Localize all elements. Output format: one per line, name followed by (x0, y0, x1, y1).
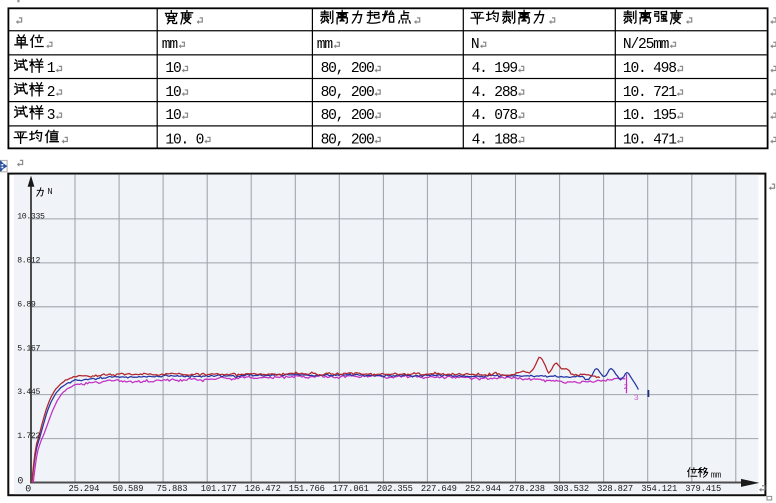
svg-text:151.766: 151.766 (289, 484, 325, 494)
svg-text:354.121: 354.121 (641, 484, 677, 494)
svg-text:4. 288: 4. 288 (472, 85, 518, 101)
svg-text:mm: mm (317, 37, 334, 53)
svg-text:N/25mm: N/25mm (623, 37, 670, 53)
svg-text:75.883: 75.883 (157, 484, 188, 494)
svg-text:25.294: 25.294 (69, 484, 100, 494)
svg-text:177.061: 177.061 (333, 484, 369, 494)
svg-text:227.649: 227.649 (421, 484, 457, 494)
svg-text:10. 721: 10. 721 (623, 85, 677, 101)
svg-text:4. 188: 4. 188 (472, 132, 518, 148)
svg-text:3.445: 3.445 (17, 388, 40, 397)
svg-text:N: N (471, 37, 479, 53)
svg-text:6.89: 6.89 (17, 300, 36, 309)
svg-text:1: 1 (47, 61, 56, 77)
svg-text:3: 3 (47, 108, 55, 124)
svg-text:278.238: 278.238 (509, 484, 545, 494)
svg-text:1.722: 1.722 (17, 432, 40, 441)
svg-text:303.532: 303.532 (553, 484, 589, 494)
svg-text:10: 10 (165, 61, 181, 77)
svg-text:80, 200: 80, 200 (321, 132, 374, 148)
svg-text:10. 195: 10. 195 (623, 108, 676, 124)
svg-text:101.177: 101.177 (201, 484, 237, 494)
svg-text:126.472: 126.472 (245, 484, 281, 494)
svg-text:0: 0 (17, 476, 23, 487)
svg-text:8.612: 8.612 (17, 257, 40, 266)
svg-text:10. 498: 10. 498 (623, 61, 676, 77)
svg-text:mm: mm (711, 471, 721, 481)
svg-text:10: 10 (165, 108, 181, 124)
svg-text:mm: mm (162, 37, 179, 53)
svg-text:80, 200: 80, 200 (321, 85, 374, 101)
svg-text:3: 3 (634, 393, 639, 403)
svg-text:252.944: 252.944 (465, 484, 501, 494)
svg-text:379.415: 379.415 (685, 484, 721, 494)
svg-text:10. 471: 10. 471 (623, 132, 677, 148)
svg-text:10. 0: 10. 0 (165, 132, 203, 148)
svg-text:N: N (47, 187, 52, 197)
svg-text:5.167: 5.167 (17, 344, 40, 353)
svg-text:2: 2 (624, 384, 628, 392)
svg-text:0: 0 (25, 484, 31, 495)
svg-text:328.827: 328.827 (597, 484, 633, 494)
svg-text:10.335: 10.335 (17, 213, 45, 222)
svg-text:4. 078: 4. 078 (472, 108, 518, 124)
svg-text:4. 199: 4. 199 (472, 61, 518, 77)
svg-text:80, 200: 80, 200 (321, 108, 374, 124)
svg-text:50.589: 50.589 (113, 484, 144, 494)
svg-text:2: 2 (47, 85, 55, 101)
svg-text:202.355: 202.355 (377, 484, 413, 494)
svg-text:10: 10 (165, 85, 181, 101)
svg-text:80, 200: 80, 200 (321, 61, 374, 77)
